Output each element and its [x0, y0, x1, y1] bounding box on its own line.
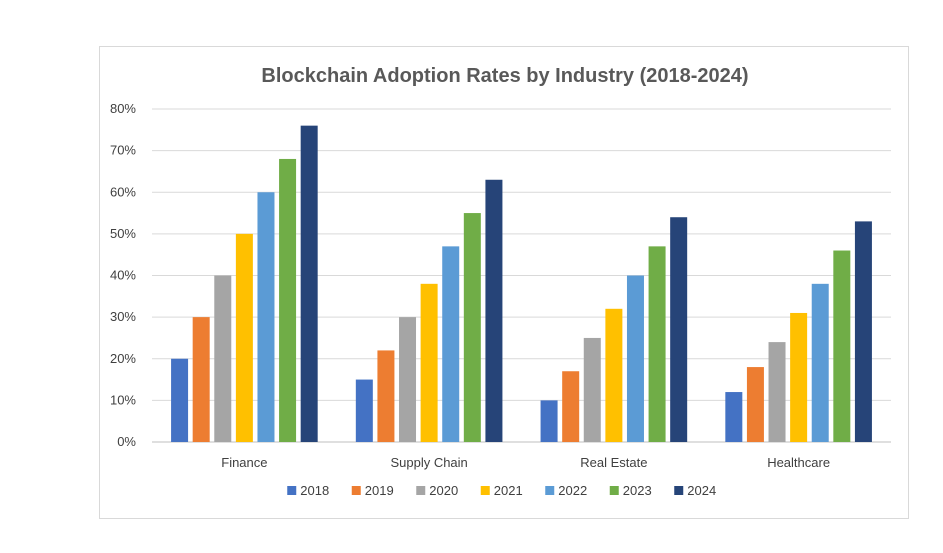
legend-item-2019: 2019	[351, 483, 394, 498]
legend-item-2018: 2018	[287, 483, 329, 498]
bar-supply-chain-2021	[420, 283, 438, 442]
legend-item-2023: 2023	[609, 483, 652, 498]
legend-swatch	[609, 486, 619, 495]
legend-label: 2019	[365, 483, 394, 498]
legend-label: 2020	[429, 483, 458, 498]
x-category-label: Healthcare	[767, 455, 830, 470]
bar-healthcare-2018	[725, 392, 743, 442]
bar-finance-2018	[171, 358, 189, 442]
bar-supply-chain-2022	[442, 246, 460, 442]
y-axis-ticks: 0% 10% 20% 30% 40% 50% 60% 70% 80%	[110, 101, 136, 449]
bar-finance-2023	[279, 158, 297, 442]
legend-label: 2022	[558, 483, 587, 498]
y-tick-label: 10%	[110, 392, 136, 407]
bar-real-estate-2022	[626, 275, 644, 442]
y-tick-label: 80%	[110, 101, 136, 116]
bar-supply-chain-2024	[485, 179, 503, 442]
bar-real-estate-2019	[562, 371, 580, 442]
legend-item-2022: 2022	[545, 483, 587, 498]
legend-label: 2018	[300, 483, 329, 498]
legend: 2018 2019 2020 2021 2022 2023 2024	[287, 483, 716, 498]
bar-real-estate-2020	[583, 337, 601, 442]
bar-real-estate-2023	[648, 246, 666, 442]
legend-label: 2024	[687, 483, 716, 498]
legend-swatch	[287, 486, 297, 495]
bar-real-estate-2021	[605, 308, 623, 442]
bar-real-estate-2018	[540, 400, 558, 442]
bar-healthcare-2021	[790, 312, 808, 442]
legend-label: 2021	[494, 483, 523, 498]
legend-swatch	[416, 486, 426, 495]
y-tick-label: 60%	[110, 184, 136, 199]
bar-finance-2020	[214, 275, 232, 442]
y-tick-label: 30%	[110, 309, 136, 324]
bar-healthcare-2023	[833, 250, 851, 442]
bars	[171, 125, 872, 443]
legend-item-2024: 2024	[674, 483, 716, 498]
x-category-label: Real Estate	[580, 455, 647, 470]
bar-real-estate-2024	[670, 217, 688, 442]
legend-swatch	[480, 486, 490, 495]
bar-finance-2019	[192, 317, 210, 442]
legend-swatch	[545, 486, 555, 495]
legend-swatch	[351, 486, 361, 495]
chart-title: Blockchain Adoption Rates by Industry (2…	[261, 65, 748, 87]
x-category-label: Supply Chain	[390, 455, 467, 470]
bar-finance-2022	[257, 192, 275, 442]
chart-svg: Blockchain Adoption Rates by Industry (2…	[110, 65, 891, 498]
bar-healthcare-2020	[768, 342, 786, 442]
y-tick-label: 0%	[117, 434, 136, 449]
bar-finance-2024	[300, 125, 318, 443]
bar-supply-chain-2019	[377, 350, 395, 442]
legend-item-2020: 2020	[416, 483, 458, 498]
bar-healthcare-2024	[854, 221, 872, 442]
x-category-label: Finance	[221, 455, 267, 470]
legend-label: 2023	[623, 483, 652, 498]
bar-supply-chain-2023	[463, 213, 481, 442]
y-tick-label: 20%	[110, 351, 136, 366]
y-tick-label: 70%	[110, 143, 136, 158]
x-axis-categories: Finance Supply Chain Real Estate Healthcare	[221, 455, 830, 470]
bar-finance-2021	[235, 233, 253, 442]
gridlines	[152, 108, 891, 443]
legend-item-2021: 2021	[480, 483, 523, 498]
y-tick-label: 40%	[110, 268, 136, 283]
legend-swatch	[674, 486, 684, 495]
bar-supply-chain-2020	[399, 317, 417, 442]
y-tick-label: 50%	[110, 226, 136, 241]
chart-area: Blockchain Adoption Rates by Industry (2…	[99, 46, 909, 519]
bar-healthcare-2022	[811, 283, 829, 442]
bar-supply-chain-2018	[355, 379, 373, 442]
bar-healthcare-2019	[746, 367, 764, 442]
